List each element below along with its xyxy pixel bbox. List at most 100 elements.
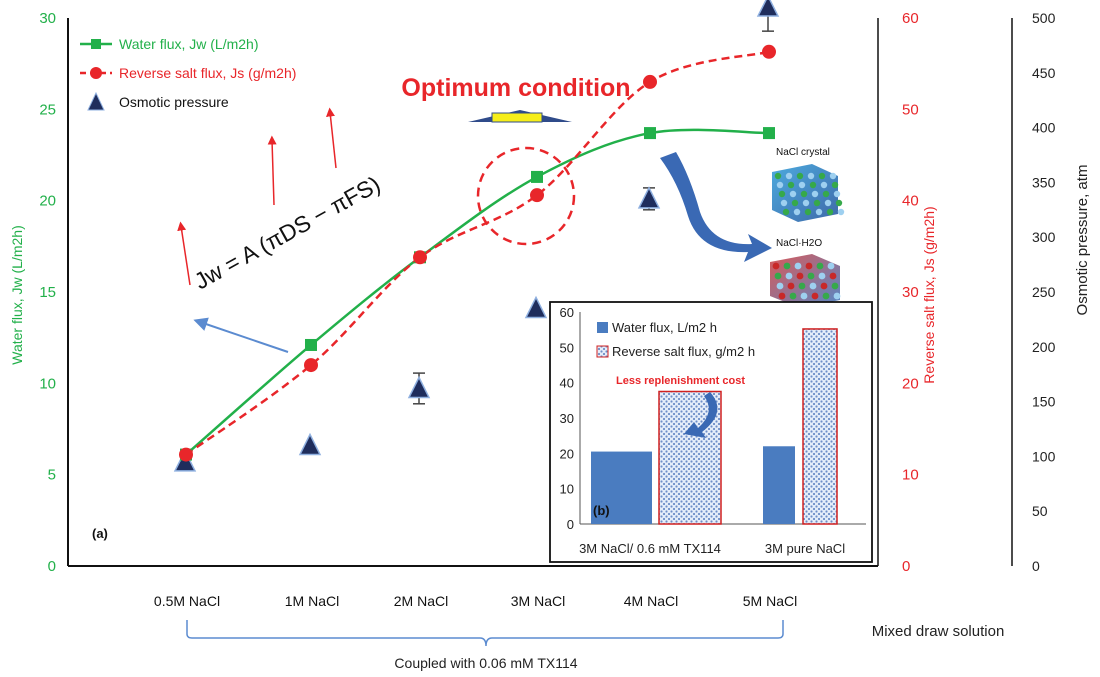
legend-marker-water-flux [91,39,101,49]
hydrate-atom [789,292,797,300]
legend-label-salt-flux: Reverse salt flux, Js (g/m2h) [119,65,296,81]
y-right2-tick-label: 500 [1032,10,1056,26]
y-right1-tick-label: 20 [902,375,919,392]
crystal-atom [800,190,808,198]
salt-flux-point [413,250,427,265]
crystal-atom [831,181,839,189]
legend-marker-salt-flux [90,67,102,79]
hydrate-atom [794,262,802,270]
y-right2-tick-label: 400 [1032,120,1056,136]
osmotic-point [524,295,548,319]
hydrate-atom [807,272,815,280]
hydrate-atom [827,262,835,270]
crystal-atom [789,190,797,198]
crystal-atom [787,181,795,189]
inset-annotation: Less replenishment cost [616,375,745,387]
legend-label-water-flux: Water flux, Jw (L/m2h) [119,36,259,52]
inset-legend-label-salt: Reverse salt flux, g/m2 h [612,344,755,359]
y-right2-title: Osmotic pressure, atm [1074,165,1091,316]
hydrate-atom [822,292,830,300]
osmotic-point [637,186,661,209]
optimum-condition-label: Optimum condition [401,74,630,102]
crystal-atom [826,208,834,216]
y-right2-tick-label: 450 [1032,65,1056,81]
panel-label-b: (b) [593,503,610,518]
y-right1-title: Reverse salt flux, Js (g/m2h) [921,206,937,383]
osmotic-point [298,432,322,456]
x-tick-label: 1M NaCl [285,593,339,609]
inset-bar-salt-flux [802,328,838,525]
x-group-brace [186,620,784,647]
x-tick-label: 3M NaCl [511,593,565,609]
hydrate-atom [798,282,806,290]
hydrate-atom [820,282,828,290]
y-left-tick-label: 15 [39,284,56,301]
hydrate-label: NaCl·H2O [776,238,822,249]
crystal-atom [780,199,788,207]
salt-flux-line [185,50,770,456]
hydrate-atom [829,272,837,280]
optimum-pointer-icon [468,110,572,123]
crystal-atom [811,190,819,198]
hydrate-atom [831,282,839,290]
inset-legend: Water flux, L/m2 h Reverse salt flux, g/… [596,320,755,359]
crystal-atom [815,208,823,216]
right-axis-ticks: 0 10 20 30 40 50 60 [902,10,919,575]
water-flux-point [531,170,543,183]
osmotic-point [407,375,431,399]
y-left-tick-label: 0 [48,558,56,575]
flux-equation: Jw = A (πDS − πFS) [190,171,385,295]
panel-label-a: (a) [92,526,108,541]
inset-bar-water-flux [763,446,795,524]
hydrate-atom [785,272,793,280]
optimum-circle [476,146,576,246]
hydrate-atom [816,262,824,270]
crystal-atom [796,172,804,180]
crystal-atom [829,172,837,180]
water-flux-point [644,127,656,140]
inset-legend-marker-salt [596,345,609,358]
osmotic-point [756,0,780,17]
y-right2-tick-label: 250 [1032,284,1056,300]
hydrate-atom [818,272,826,280]
y-right2-tick-label: 50 [1032,503,1048,519]
y-right1-tick-label: 10 [902,467,919,484]
x-axis-title: Mixed draw solution [872,623,1005,640]
hydrate-atom [809,282,817,290]
inset-y-tick-label: 30 [560,411,574,426]
inset-y-tick-label: 0 [567,517,574,532]
crystal-atom [774,172,782,180]
y-right2-tick-label: 0 [1032,558,1040,574]
main-legend: Water flux, Jw (L/m2h) Reverse salt flux… [80,36,296,111]
crystal-label: NaCl crystal [776,147,830,158]
hydrate-atom [800,292,808,300]
y-right2-tick-label: 100 [1032,448,1056,464]
salt-flux-point [530,188,544,203]
hydrate-atom [805,262,813,270]
inset-y-tick-label: 10 [560,482,574,497]
y-left-tick-label: 10 [39,375,56,392]
x-tick-label: 2M NaCl [394,593,448,609]
legend-marker-osmotic [87,91,105,111]
crystal-atom [802,199,810,207]
transformation-arrow [660,152,772,262]
y-left-tick-label: 25 [39,101,56,118]
inset-y-tick-label: 50 [560,340,574,355]
crystal-atom [778,190,786,198]
left-axis-ticks: 0 5 10 15 20 25 30 [39,10,56,575]
y-right1-tick-label: 60 [902,10,919,27]
salt-flux-point [643,74,657,89]
x-group-label: Coupled with 0.06 mM TX114 [394,655,577,671]
hydrate-atom [776,282,784,290]
crystal-atom [833,190,841,198]
y-left-tick-label: 20 [39,193,56,210]
inset-y-tick-label: 20 [560,446,574,461]
crystal-atom [804,208,812,216]
y-right1-tick-label: 50 [902,101,919,118]
y-right1-tick-label: 0 [902,558,910,575]
x-tick-label: 0.5M NaCl [154,593,220,609]
equation-arrow-1 [177,221,191,286]
crystal-atom [782,208,790,216]
crystal-atom [807,172,815,180]
